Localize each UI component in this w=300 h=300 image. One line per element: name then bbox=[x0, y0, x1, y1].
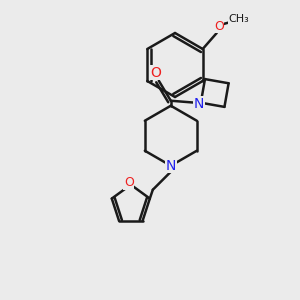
Text: O: O bbox=[124, 176, 134, 189]
Text: CH₃: CH₃ bbox=[228, 14, 249, 24]
Text: O: O bbox=[214, 20, 224, 32]
Text: N: N bbox=[194, 97, 204, 111]
Text: N: N bbox=[166, 159, 176, 173]
Text: O: O bbox=[150, 66, 161, 80]
